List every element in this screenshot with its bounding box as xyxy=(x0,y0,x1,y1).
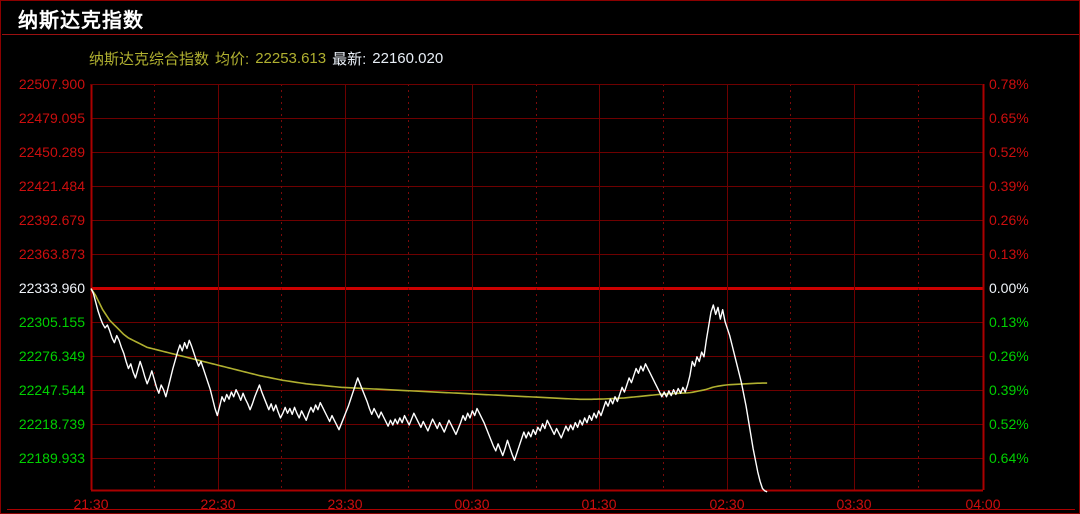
window-title-bar: 纳斯达克指数 xyxy=(2,2,1079,35)
y-axis-right-tick: 0.13% xyxy=(989,314,1029,330)
y-axis-right-tick: 0.64% xyxy=(989,450,1029,466)
y-axis-left-tick: 22421.484 xyxy=(18,178,85,194)
price-line xyxy=(90,288,768,493)
y-axis-left-tick: 22333.960 xyxy=(18,280,85,296)
legend-series-name: 纳斯达克综合指数 xyxy=(89,50,210,68)
chart-area[interactable]: 22507.900 22479.095 22450.289 22421.484 2239… xyxy=(1,35,1080,514)
x-axis-tick: 01:30 xyxy=(581,496,617,512)
y-axis-right-tick: 0.65% xyxy=(989,110,1029,126)
y-axis-right-tick: 0.00% xyxy=(989,280,1029,296)
y-axis-left-tick: 22276.349 xyxy=(18,348,85,364)
x-axis-tick: 23:30 xyxy=(327,496,363,512)
x-axis-tick: 22:30 xyxy=(200,496,236,512)
y-axis-left-tick: 22507.900 xyxy=(18,76,85,92)
y-axis-left-tick: 22450.289 xyxy=(18,144,85,160)
x-axis-tick: 00:30 xyxy=(454,496,490,512)
chart-gridlines xyxy=(91,84,984,490)
y-axis-right-tick: 0.52% xyxy=(989,144,1029,160)
x-axis-tick: 03:30 xyxy=(836,496,872,512)
y-axis-right-tick: 0.78% xyxy=(989,76,1029,92)
y-axis-left-tick: 22218.739 xyxy=(18,416,85,432)
y-axis-left-tick: 22479.095 xyxy=(18,110,85,126)
chart-legend: 纳斯达克综合指数 均价: 22253.613 最新: 22160.020 xyxy=(89,47,449,69)
legend-last-label: 最新: xyxy=(332,50,367,68)
page-title: 纳斯达克指数 xyxy=(18,9,144,32)
chart-frame xyxy=(7,84,1075,510)
average-price-line xyxy=(90,288,768,401)
y-axis-right-tick: 0.13% xyxy=(989,246,1029,262)
legend-last-value: 22160.020 xyxy=(372,49,444,67)
legend-avg-value: 22253.613 xyxy=(255,49,327,67)
x-axis-tick: 02:30 xyxy=(709,496,745,512)
y-axis-left-tick: 22363.873 xyxy=(18,246,85,262)
y-axis-right-tick: 0.26% xyxy=(989,348,1029,364)
y-axis-right-tick: 0.26% xyxy=(989,212,1029,228)
y-axis-left-tick: 22392.679 xyxy=(18,212,85,228)
price-chart[interactable] xyxy=(1,35,1080,514)
x-axis-tick: 21:30 xyxy=(73,496,109,512)
y-axis-left-tick: 22247.544 xyxy=(18,382,85,398)
y-axis-right-tick: 0.52% xyxy=(989,416,1029,432)
y-axis-left-tick: 22305.155 xyxy=(18,314,85,330)
legend-avg-label: 均价: xyxy=(215,50,250,68)
y-axis-left-tick: 22189.933 xyxy=(18,450,85,466)
x-axis-tick: 04:00 xyxy=(965,496,1001,512)
y-axis-right-tick: 0.39% xyxy=(989,178,1029,194)
y-axis-right-tick: 0.39% xyxy=(989,382,1029,398)
